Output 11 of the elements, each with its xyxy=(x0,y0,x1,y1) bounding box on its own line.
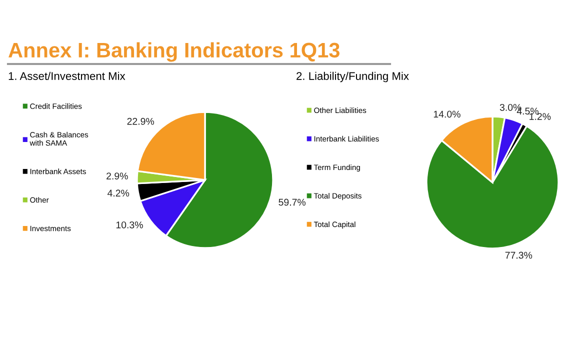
chart-title: 2. Liability/Funding Mix xyxy=(296,72,409,82)
data-label: 1.2% xyxy=(530,113,551,120)
chart-subtitle: 1. Asset/Investment Mix xyxy=(8,72,126,80)
data-label: 14.0% xyxy=(434,110,460,118)
chart-title: Annex I: Banking Indicators 1Q13 xyxy=(8,42,340,62)
data-label: 22.9% xyxy=(127,118,154,125)
data-label: 59.7% xyxy=(278,198,306,206)
data-label: 10.3% xyxy=(116,221,143,228)
data-label: 2.9% xyxy=(106,172,128,180)
data-label: 77.3% xyxy=(505,252,532,259)
data-label: 4.2% xyxy=(107,190,130,196)
